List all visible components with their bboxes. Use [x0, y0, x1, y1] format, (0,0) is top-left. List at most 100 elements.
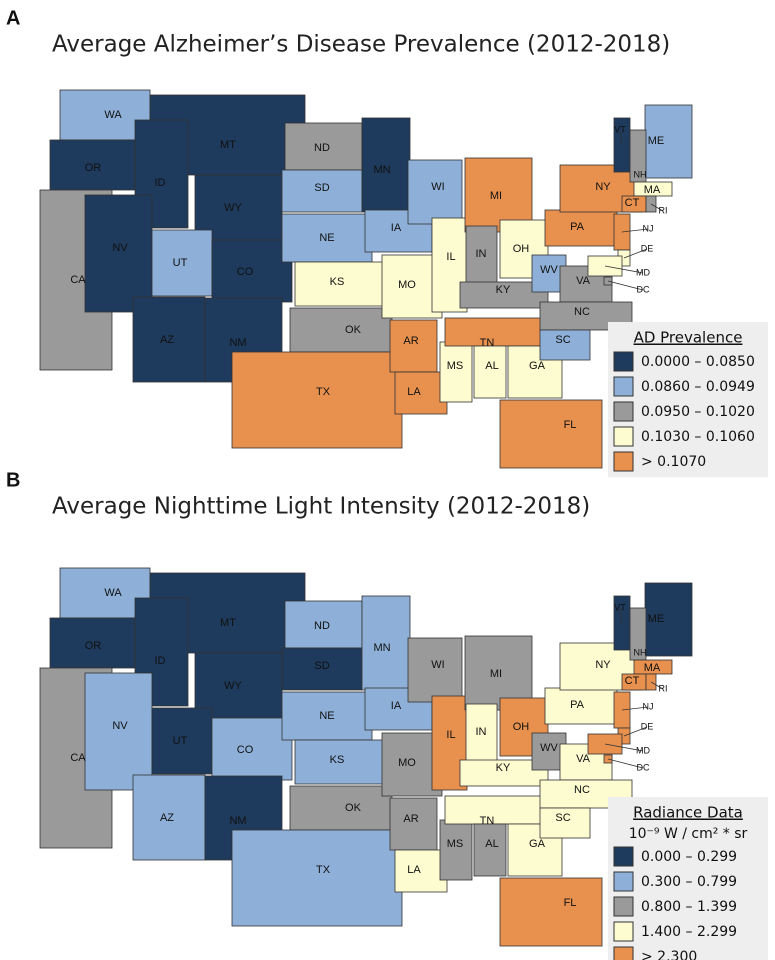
state	[473, 345, 507, 399]
state-label: NY	[595, 659, 611, 671]
state-label: OR	[85, 162, 102, 174]
state	[499, 219, 549, 279]
state-label: DE	[641, 721, 654, 731]
state-label: AR	[403, 335, 418, 347]
state-label: DC	[637, 762, 650, 772]
state-label: ND	[314, 620, 330, 632]
leader-line	[623, 726, 648, 737]
state-label: ID	[155, 177, 166, 189]
state	[499, 399, 603, 469]
state	[281, 691, 373, 741]
leader-line	[621, 706, 649, 711]
state-label: KY	[496, 762, 511, 774]
legend-label: 0.000 – 0.299	[641, 849, 737, 865]
state	[231, 351, 403, 449]
leader-line	[619, 129, 623, 146]
state	[49, 617, 136, 669]
state-label: LA	[407, 864, 421, 876]
state-label: NV	[112, 720, 128, 732]
state-label: TX	[316, 386, 331, 398]
state-label: FL	[564, 419, 577, 431]
state-label: RI	[659, 205, 668, 215]
legend-label: 0.0860 – 0.0949	[641, 379, 755, 395]
state	[439, 819, 473, 881]
state	[151, 707, 213, 775]
legend-swatch	[613, 921, 634, 942]
state-label: NH	[634, 647, 647, 657]
state-label: CT	[625, 675, 640, 687]
state-label: ND	[314, 142, 330, 154]
legend-swatch	[613, 426, 634, 447]
state-label: MS	[447, 838, 464, 850]
state-label: NC	[574, 784, 590, 796]
leader-line	[604, 265, 644, 274]
state	[644, 582, 693, 657]
state	[465, 703, 498, 767]
state-label: TN	[480, 815, 495, 827]
state-label: NJ	[643, 223, 654, 233]
state-label: CO	[237, 266, 254, 278]
state-label: MN	[373, 642, 390, 654]
state-label: SC	[555, 334, 570, 346]
state-label: IN	[476, 726, 487, 738]
state	[389, 319, 438, 373]
legend-swatch	[613, 871, 634, 892]
panel-letter: A	[6, 7, 20, 29]
legend-swatch	[613, 846, 634, 867]
state-label: NV	[112, 242, 128, 254]
state	[499, 877, 603, 947]
state	[294, 739, 389, 785]
state-label: NH	[634, 169, 647, 179]
state-label: PA	[570, 221, 585, 233]
state	[465, 225, 498, 289]
state-label: NY	[595, 181, 611, 193]
state-label: KS	[330, 754, 345, 766]
state-label: CA	[70, 752, 86, 764]
state	[644, 104, 693, 179]
state-label: CA	[70, 274, 86, 286]
state-label: TN	[480, 337, 495, 349]
leader-line	[619, 607, 623, 624]
state-label: MN	[373, 164, 390, 176]
state-label: MD	[636, 267, 650, 277]
state	[289, 307, 393, 353]
state-label: IA	[391, 700, 402, 712]
legend-label: 0.0950 – 0.1020	[641, 404, 755, 420]
state-label: VA	[576, 753, 591, 765]
leader-line	[650, 203, 664, 212]
legend-label: > 2.300	[641, 949, 697, 960]
state	[539, 329, 591, 361]
state	[132, 296, 206, 383]
legend-swatch	[613, 946, 634, 960]
state-label: WY	[224, 202, 242, 214]
state-label: KY	[496, 284, 511, 296]
state	[459, 281, 549, 309]
state-label: WI	[431, 181, 444, 193]
state-label: GA	[529, 838, 546, 850]
state-label: RI	[659, 683, 668, 693]
state-label: MS	[447, 360, 464, 372]
state-label: IA	[391, 222, 402, 234]
state-label: ID	[155, 655, 166, 667]
legend-label: 0.1030 – 0.1060	[641, 429, 755, 445]
state-label: MI	[490, 668, 502, 680]
state	[151, 229, 213, 297]
state	[49, 139, 136, 191]
state-label: WV	[540, 742, 558, 754]
state-label: DC	[637, 284, 650, 294]
legend-swatch	[613, 896, 634, 917]
legend-swatch	[613, 451, 634, 472]
state-label: MI	[490, 190, 502, 202]
state-label: DE	[641, 243, 654, 253]
state	[84, 194, 153, 313]
state-label: AR	[403, 813, 418, 825]
state-label: SD	[314, 182, 329, 194]
state-label: UT	[173, 735, 188, 747]
state-label: NC	[574, 306, 590, 318]
legend-swatch	[613, 401, 634, 422]
state-label: MT	[220, 139, 236, 151]
state	[439, 341, 473, 403]
state-label: NJ	[643, 701, 654, 711]
legend-title: AD Prevalence	[634, 329, 743, 347]
state-label: PA	[570, 699, 585, 711]
